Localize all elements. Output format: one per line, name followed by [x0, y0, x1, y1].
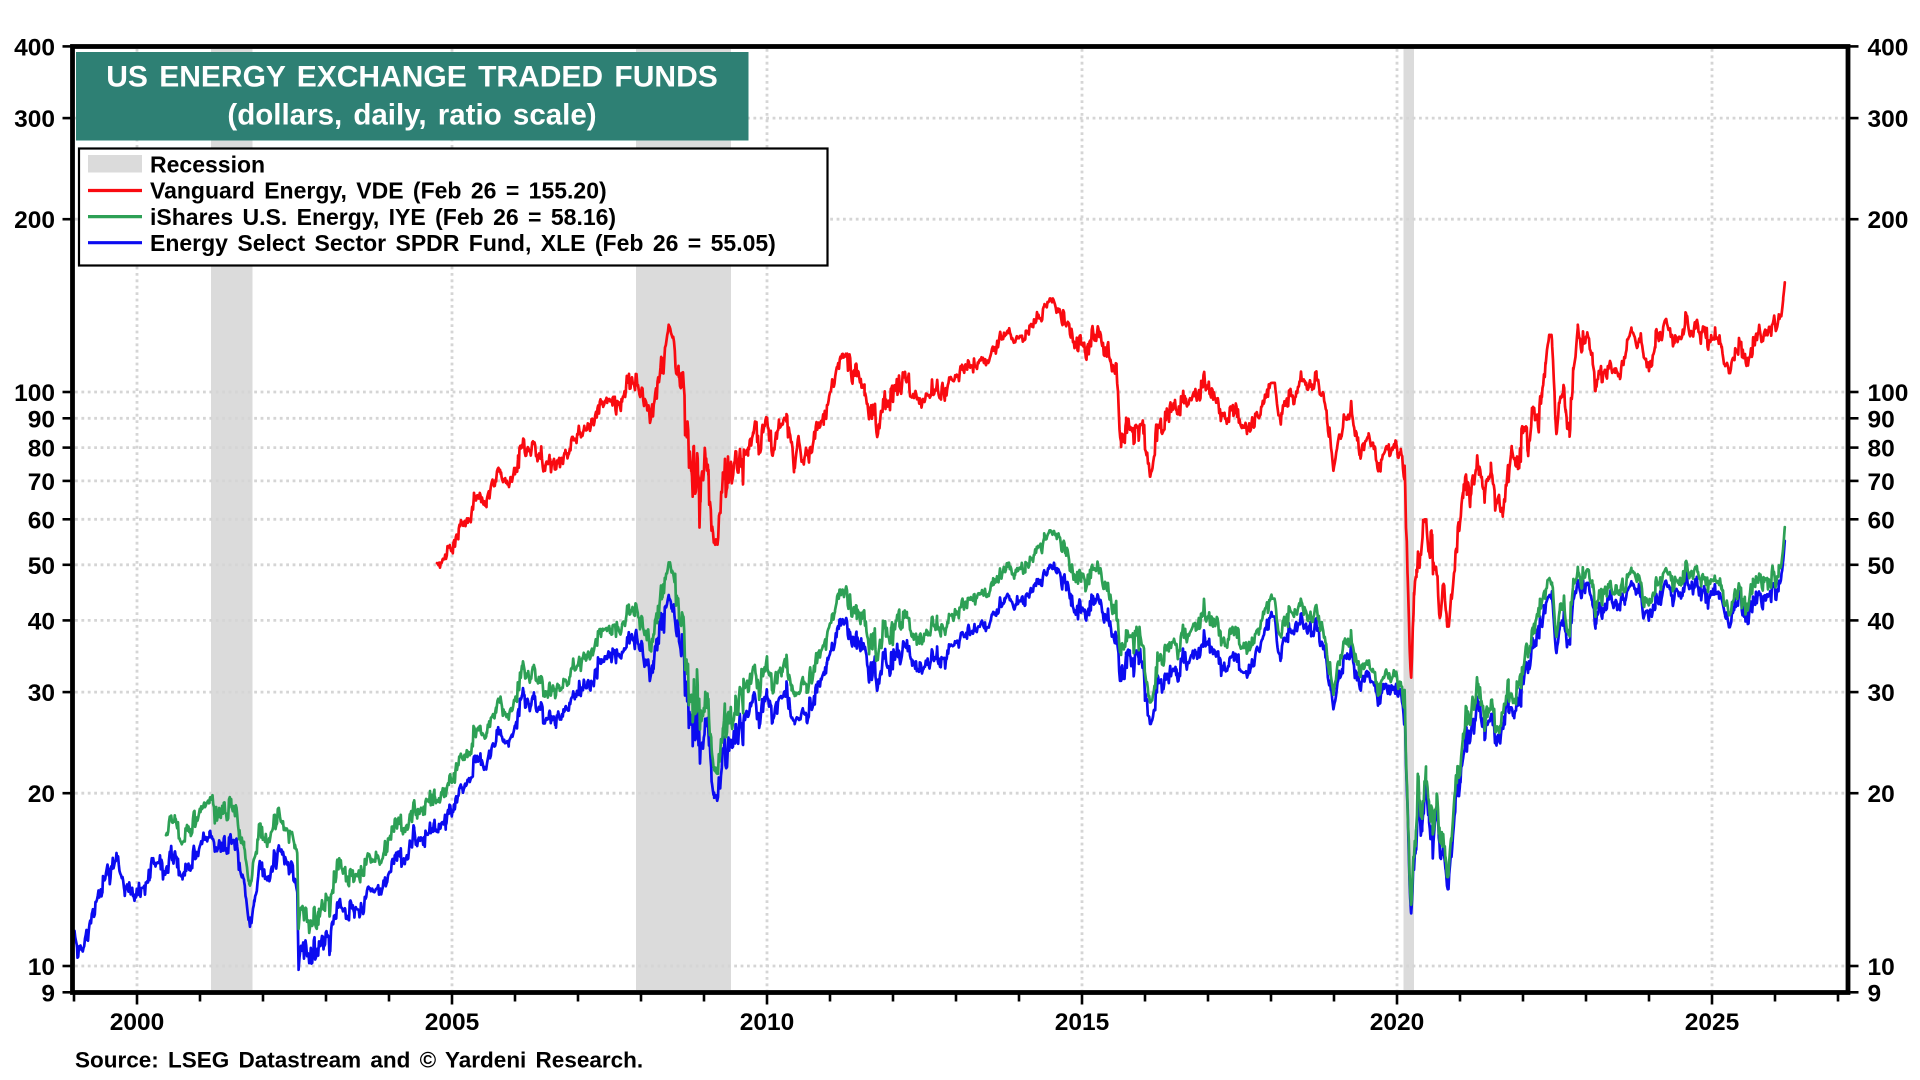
svg-text:10: 10: [1868, 954, 1895, 981]
svg-text:2020: 2020: [1370, 1009, 1425, 1036]
svg-text:90: 90: [28, 406, 55, 433]
svg-text:2000: 2000: [110, 1009, 165, 1036]
svg-text:200: 200: [1868, 207, 1909, 234]
svg-text:300: 300: [14, 106, 55, 133]
svg-text:80: 80: [1868, 436, 1895, 463]
svg-text:Recession: Recession: [150, 152, 265, 178]
svg-text:10: 10: [28, 954, 55, 981]
svg-text:2010: 2010: [740, 1009, 795, 1036]
svg-text:50: 50: [28, 553, 55, 580]
svg-text:60: 60: [28, 507, 55, 534]
svg-text:20: 20: [1868, 781, 1895, 808]
svg-text:200: 200: [14, 207, 55, 234]
svg-text:Energy Select Sector SPDR Fund: Energy Select Sector SPDR Fund, XLE (Feb…: [150, 230, 776, 256]
svg-text:30: 30: [1868, 680, 1895, 707]
svg-text:Vanguard Energy, VDE (Feb 26 =: Vanguard Energy, VDE (Feb 26 = 155.20): [150, 178, 607, 204]
svg-text:9: 9: [1868, 980, 1882, 1007]
svg-text:20: 20: [28, 781, 55, 808]
svg-text:100: 100: [14, 380, 55, 407]
svg-text:70: 70: [1868, 469, 1895, 496]
svg-text:400: 400: [14, 34, 55, 61]
svg-text:90: 90: [1868, 406, 1895, 433]
svg-text:70: 70: [28, 469, 55, 496]
svg-text:30: 30: [28, 680, 55, 707]
svg-text:Source: LSEG Datastream and ©: Source: LSEG Datastream and © Yardeni Re…: [75, 1048, 643, 1073]
svg-text:300: 300: [1868, 106, 1909, 133]
svg-text:2005: 2005: [425, 1009, 480, 1036]
svg-text:40: 40: [1868, 608, 1895, 635]
svg-text:9: 9: [41, 980, 55, 1007]
svg-text:40: 40: [28, 608, 55, 635]
svg-text:100: 100: [1868, 380, 1909, 407]
svg-text:iShares U.S. Energy, IYE (Feb: iShares U.S. Energy, IYE (Feb 26 = 58.16…: [150, 204, 616, 230]
svg-text:60: 60: [1868, 507, 1895, 534]
svg-text:(dollars, daily, ratio scale): (dollars, daily, ratio scale): [227, 98, 596, 131]
svg-text:2025: 2025: [1685, 1009, 1740, 1036]
svg-text:2015: 2015: [1055, 1009, 1110, 1036]
svg-text:US ENERGY EXCHANGE TRADED FUND: US ENERGY EXCHANGE TRADED FUNDS: [106, 61, 718, 94]
svg-text:50: 50: [1868, 553, 1895, 580]
svg-text:400: 400: [1868, 34, 1909, 61]
svg-text:80: 80: [28, 436, 55, 463]
